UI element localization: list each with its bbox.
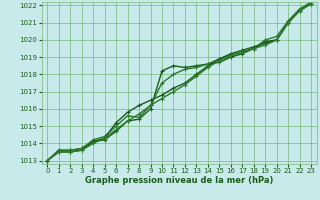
X-axis label: Graphe pression niveau de la mer (hPa): Graphe pression niveau de la mer (hPa) <box>85 176 273 185</box>
